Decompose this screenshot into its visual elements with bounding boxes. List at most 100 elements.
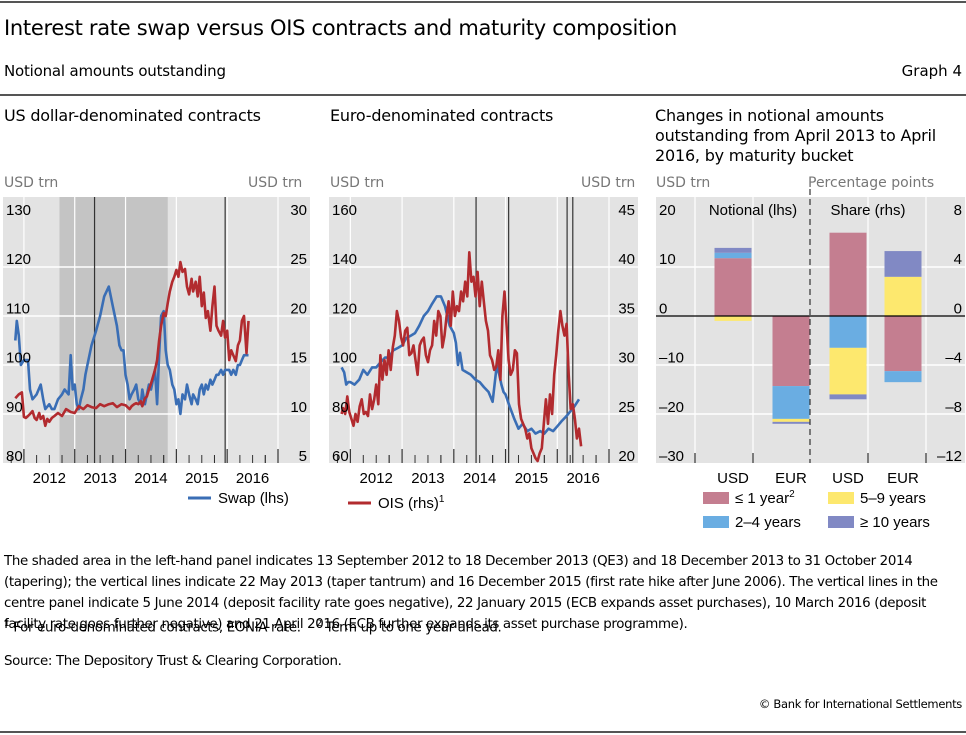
legend-swatch-y2_4 (703, 516, 729, 528)
category-label: USD (832, 470, 864, 487)
shaded-period (59, 197, 124, 463)
y-tick-label-left: –20 (659, 399, 684, 416)
usd-right-unit: USD trn (248, 175, 303, 191)
legend-swatch-y5_9 (828, 492, 854, 504)
y-tick-label-left: 20 (659, 202, 676, 219)
maturity-right-unit: Percentage points (808, 175, 935, 191)
x-tick-label: 2015 (515, 470, 548, 487)
y-tick-label-right: 25 (290, 251, 307, 268)
eur-line-chart: 160 140 120 100 80 60 45 40 35 30 25 20 2012 2013 2014… (329, 197, 638, 512)
y-tick-label-left: 120 (332, 300, 357, 317)
y-tick-label-right: 8 (954, 202, 962, 219)
usd-left-unit: USD trn (4, 175, 59, 191)
bar-segment-y5_9 (714, 316, 752, 321)
graph-title: Interest rate swap versus OIS contracts … (4, 16, 678, 40)
bar-segment-le1y (714, 258, 752, 316)
eur-right-unit: USD trn (581, 175, 636, 191)
y-tick-label-left: 10 (659, 251, 676, 268)
top-rule (0, 1, 966, 3)
header-rule (0, 94, 966, 96)
x-tick-label: 2012 (33, 470, 66, 487)
y-tick-label-right: 10 (290, 399, 307, 416)
bar-segment-ge10y (714, 247, 752, 253)
y-tick-label-left: 80 (6, 448, 23, 465)
category-label: EUR (775, 470, 807, 487)
source-note: Source: The Depository Trust & Clearing … (4, 654, 342, 669)
y-tick-label-left: 80 (332, 399, 349, 416)
footnote-1-text: For euro-denominated contracts, EONIA ra… (13, 620, 301, 636)
chart-notes: The shaded area in the left-hand panel i… (4, 554, 938, 632)
maturity-left-unit: USD trn (656, 175, 711, 191)
legend-swatch-ge10y (828, 516, 854, 528)
bar-segment-y5_9 (884, 276, 922, 316)
x-tick-label: 2013 (411, 470, 444, 487)
bar-segment-ge10y (884, 251, 922, 277)
y-tick-label-right: –12 (937, 448, 962, 465)
y-tick-label-right: –8 (945, 399, 962, 416)
x-tick-label: 2014 (463, 470, 496, 487)
category-label: EUR (887, 470, 919, 487)
category-label: USD (717, 470, 749, 487)
bar-segment-y5_9 (829, 347, 867, 395)
bar-segment-ge10y (772, 421, 810, 424)
bottom-rule (0, 731, 966, 733)
eur-left-unit: USD trn (330, 175, 385, 191)
y-tick-label-left: 100 (6, 350, 31, 367)
bar-segment-y2_4 (714, 252, 752, 259)
y-tick-label-left: 130 (6, 202, 31, 219)
legend-swatch-le1y (703, 492, 729, 504)
bar-segment-y2_4 (829, 316, 867, 348)
y-tick-label-right: 15 (290, 350, 307, 367)
y-tick-label-left: 110 (6, 300, 30, 317)
footnote-2-text: Term up to one year ahead. (325, 620, 502, 636)
legend-label-le1y: ≤ 1 year2 (735, 489, 795, 507)
graph-number: Graph 4 (901, 62, 962, 80)
x-tick-label: 2012 (360, 470, 393, 487)
y-tick-label-left: –10 (659, 350, 684, 367)
x-tick-label: 2013 (83, 470, 116, 487)
y-tick-label-left: 160 (332, 202, 357, 219)
y-tick-label-left: 60 (332, 448, 349, 465)
y-tick-label-right: 30 (618, 350, 635, 367)
ois-series-line (14, 260, 250, 428)
y-tick-label-right: 35 (618, 300, 635, 317)
x-tick-label: 2015 (185, 470, 218, 487)
eur-panel-title: Euro-denominated contracts (330, 106, 554, 125)
ois-series-line (340, 251, 583, 463)
bar-segment-y2_4 (884, 371, 922, 383)
x-tick-label: 2016 (236, 470, 269, 487)
bar-segment-y2_4 (772, 386, 810, 419)
y-tick-label-right: 25 (618, 399, 635, 416)
maturity-panel-title: Changes in notional amounts outstanding … (655, 106, 937, 165)
copyright: © Bank for International Settlements (758, 697, 962, 711)
legend-label-y2_4: 2–4 years (735, 514, 801, 531)
legend-label-swap: Swap (lhs) (218, 490, 289, 507)
graph-subtitle: Notional amounts outstanding (4, 62, 226, 80)
bar-segment-le1y (829, 232, 867, 316)
y-tick-label-left: 120 (6, 251, 31, 268)
plot-background (329, 197, 638, 463)
x-tick-label: 2016 (566, 470, 599, 487)
y-tick-label-right: –4 (945, 350, 962, 367)
y-tick-label-left: 140 (332, 251, 357, 268)
footnote-1-mark: 1 (4, 619, 10, 629)
footnotes: 1 For euro-denominated contracts, EONIA … (4, 619, 502, 636)
y-tick-label-right: 20 (290, 300, 307, 317)
section-label-notional: Notional (lhs) (709, 202, 797, 219)
y-tick-label-right: 20 (618, 448, 635, 465)
footnote-2-mark: 2 (316, 619, 322, 629)
legend-label-ois: OIS (rhs)1 (378, 494, 445, 512)
y-tick-label-right: 5 (299, 448, 307, 465)
usd-panel-title: US dollar-denominated contracts (4, 106, 261, 125)
bar-segment-le1y (884, 316, 922, 372)
bar-segment-y5_9 (772, 418, 810, 422)
section-label-share: Share (rhs) (830, 202, 905, 219)
bar-segment-le1y (772, 316, 810, 387)
legend-label-y5_9: 5–9 years (860, 490, 926, 507)
maturity-bar-chart: USD EUR USD EUR 20 10 0 –10 –20 –30 8 4 0 –4 –8 –12 Noti… (656, 189, 965, 531)
swap-series-line (340, 295, 581, 435)
y-tick-label-right: 30 (290, 202, 307, 219)
legend-superscript: 1 (439, 494, 445, 505)
bar-segment-ge10y (829, 394, 867, 400)
